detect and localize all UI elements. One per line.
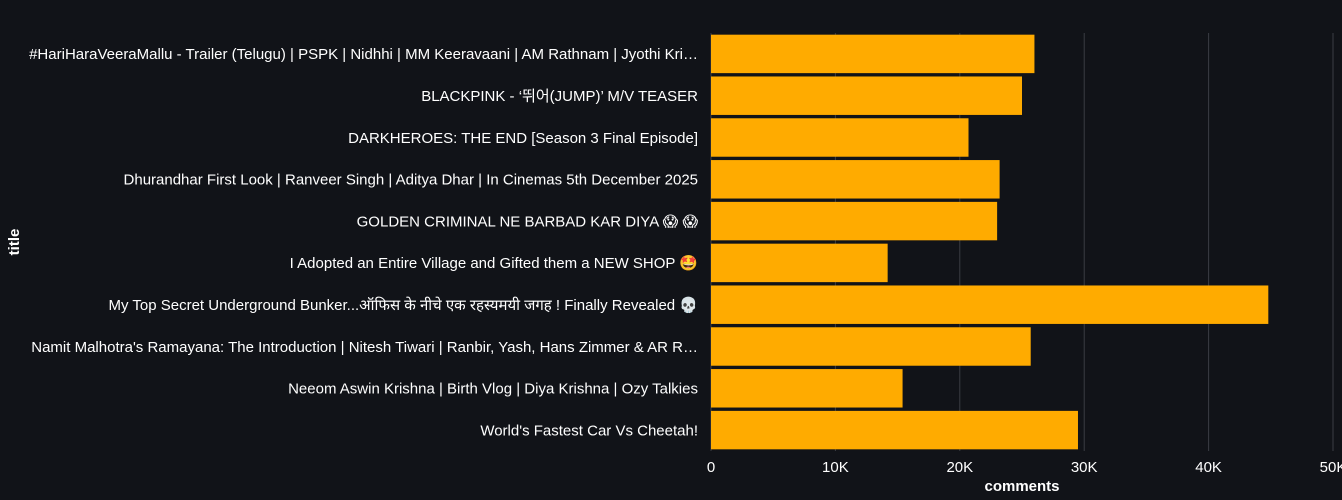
x-tick-labels: 0 10K 20K 30K 40K 50K <box>707 459 1342 476</box>
y-tick-label: Dhurandhar First Look | Ranveer Singh | … <box>124 172 698 189</box>
x-tick-label: 50K <box>1320 459 1342 476</box>
y-tick-label: My Top Secret Underground Bunker...ऑफिस … <box>108 296 698 314</box>
y-tick-label: #HariHaraVeeraMallu - Trailer (Telugu) |… <box>29 46 698 63</box>
x-tick-label: 10K <box>822 459 849 476</box>
bar[interactable] <box>711 76 1022 115</box>
y-tick-labels: #HariHaraVeeraMallu - Trailer (Telugu) |… <box>29 46 698 439</box>
bar[interactable] <box>711 201 998 241</box>
bar-layer <box>711 34 1269 450</box>
x-tick-label: 0 <box>707 459 715 476</box>
x-tick-label: 40K <box>1195 459 1222 476</box>
bar[interactable] <box>711 285 1269 324</box>
bar[interactable] <box>711 410 1078 450</box>
bar[interactable] <box>711 118 969 157</box>
bar[interactable] <box>711 369 903 408</box>
y-tick-label: GOLDEN CRIMINAL NE BARBAD KAR DIYA 😱 😱 <box>357 213 699 230</box>
x-tick-label: 30K <box>1071 459 1098 476</box>
x-axis-title: comments <box>984 478 1059 495</box>
y-tick-label: BLACKPINK - ‘뛰어(JUMP)’ M/V TEASER <box>421 88 698 105</box>
x-tick-label: 20K <box>946 459 973 476</box>
bar[interactable] <box>711 34 1035 74</box>
y-tick-label: I Adopted an Entire Village and Gifted t… <box>290 254 698 272</box>
y-tick-label: Namit Malhotra's Ramayana: The Introduct… <box>31 339 698 356</box>
bar[interactable] <box>711 160 1000 199</box>
bar[interactable] <box>711 243 888 283</box>
y-tick-label: DARKHEROES: THE END [Season 3 Final Epis… <box>348 130 698 147</box>
y-tick-label: Neeom Aswin Krishna | Birth Vlog | Diya … <box>288 381 698 398</box>
bar[interactable] <box>711 327 1031 366</box>
y-tick-label: World's Fastest Car Vs Cheetah! <box>480 422 698 439</box>
y-axis-title: title <box>6 229 23 256</box>
